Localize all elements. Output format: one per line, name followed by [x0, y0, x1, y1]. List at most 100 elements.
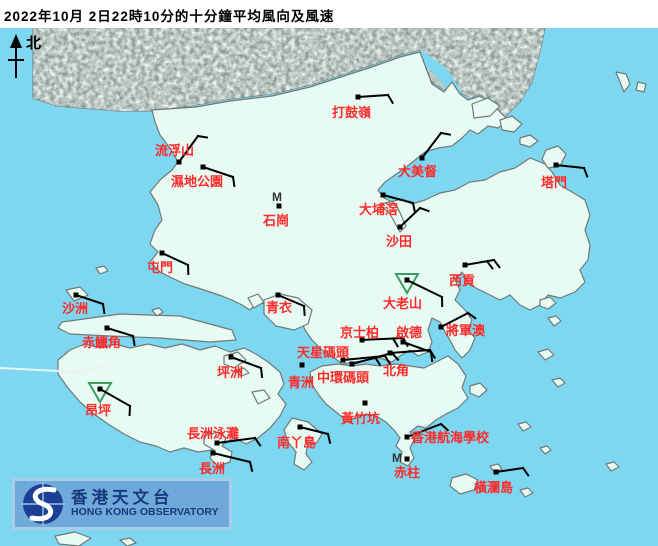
station-7: 沙田: [386, 206, 430, 249]
station-label: 塔門: [541, 175, 567, 190]
station-label: 大老山: [383, 296, 422, 311]
wind-barb-icon: [494, 466, 530, 477]
land-new-territories-kowloon: [149, 51, 591, 365]
station-21: 青洲: [288, 362, 314, 390]
station-label: 香港航海學校: [410, 430, 490, 445]
station-label: 大埔滘: [359, 202, 398, 217]
station-9: 屯門: [147, 250, 190, 276]
hko-logo-english: HONG KONG OBSERVATORY: [71, 506, 219, 519]
station-dot: [275, 292, 281, 298]
wind-barb-icon: [215, 436, 262, 447]
hk-landmasses: [54, 51, 647, 546]
station-25: 長洲泳灘: [187, 426, 262, 447]
station-label: 天星碼頭: [297, 345, 350, 360]
station-label: 石崗: [262, 213, 289, 228]
station-dot: [462, 262, 468, 268]
station-label: 沙田: [386, 234, 412, 249]
bridge-line: [0, 365, 109, 374]
station-30: 橫瀾島: [474, 466, 530, 495]
wind-barb-icon: [356, 93, 394, 105]
station-label: 打鼓嶺: [332, 105, 371, 120]
station-label: 青衣: [266, 300, 292, 315]
land-tsing-yi: [263, 293, 313, 331]
wind-barb-icon: [420, 131, 452, 160]
station-label: 京士柏: [340, 325, 379, 340]
station-dot: [299, 362, 305, 368]
station-8: M 石崗: [262, 190, 289, 228]
station-label: 青洲: [288, 375, 314, 390]
wind-barb-icon: [201, 165, 236, 188]
station-14: 赤鱲角: [82, 325, 136, 350]
station-dot: [438, 324, 444, 330]
station-dot: [404, 277, 410, 283]
wind-barb-icon: [381, 193, 417, 213]
station-label: 將軍澳: [446, 323, 486, 338]
station-22: 坪洲: [217, 354, 264, 380]
station-3: 濕地公園: [171, 164, 236, 189]
station-dot: [400, 339, 406, 345]
station-dot: [210, 450, 216, 456]
station-dot: [553, 162, 559, 168]
station-label: 沙洲: [62, 301, 88, 316]
land-waglan: [489, 463, 503, 473]
station-label: 屯門: [147, 260, 173, 275]
station-label: 啟德: [396, 325, 422, 340]
station-dot: [404, 434, 410, 440]
wind-barb-icon: [74, 293, 106, 315]
wind-barb-icon: [388, 348, 437, 360]
wind-barb-icon: [405, 278, 444, 308]
wind-barb-icon: [463, 258, 501, 270]
wind-barb-icon: [105, 326, 136, 347]
station-dot: [104, 325, 110, 331]
station-dot: [493, 469, 499, 475]
wind-barb-icon: [439, 311, 477, 329]
station-15: 京士柏: [340, 325, 409, 348]
station-label: 赤柱: [394, 465, 420, 480]
station-20: 北角: [383, 348, 437, 378]
wind-barb-icon: [211, 451, 254, 472]
wind-barb-icon: [398, 206, 430, 229]
station-4: 大美督: [398, 131, 452, 179]
station-dot: [355, 94, 361, 100]
station-dot: [349, 361, 355, 367]
station-label: 黃竹坑: [340, 411, 380, 426]
station-dot: [176, 159, 182, 165]
wind-barb-icon: [177, 134, 209, 164]
station-2: 流浮山: [155, 134, 209, 165]
station-label: 北角: [383, 363, 409, 378]
map-title: 2022年10月 2日22時10分的十分鐘平均風向及風速: [4, 9, 335, 24]
land-po-toi: [449, 473, 479, 495]
station-dot: [397, 224, 403, 230]
wind-barb-icon: [98, 387, 132, 417]
missing-data-marker: M: [272, 190, 282, 204]
hko-logo-text: 香港天文台 HONG KONG OBSERVATORY: [71, 489, 219, 519]
station-11: 沙洲: [62, 292, 106, 316]
land-airport: [57, 313, 237, 343]
missing-data-marker: M: [392, 451, 402, 465]
station-13: 青衣: [266, 292, 306, 317]
wind-barb-icon: [160, 251, 190, 276]
station-label: 南丫島: [277, 435, 316, 450]
station-10: 西貢: [449, 258, 501, 288]
station-dot: [380, 192, 386, 198]
station-label: 橫瀾島: [474, 480, 513, 495]
station-dot: [404, 456, 410, 462]
station-dot: [387, 350, 393, 356]
station-17: 將軍澳: [438, 311, 486, 338]
station-dot: [228, 354, 234, 360]
station-5: 塔門: [541, 162, 589, 190]
station-label: 長洲: [199, 461, 225, 476]
station-label: 赤鱲角: [82, 335, 121, 350]
north-label: 北: [26, 35, 41, 52]
station-label: 流浮山: [155, 143, 194, 158]
station-dot: [159, 250, 165, 256]
wind-barb-icon: [554, 163, 589, 178]
station-12: 大老山: [383, 273, 444, 311]
wind-barb-icon: [298, 425, 332, 444]
wind-barb-icon: [405, 422, 450, 439]
station-dot: [419, 155, 425, 161]
station-dot: [73, 292, 79, 298]
